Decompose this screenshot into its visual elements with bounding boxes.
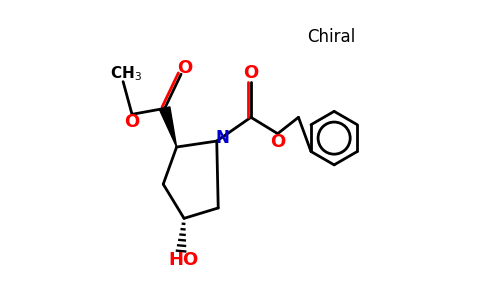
- Text: Chiral: Chiral: [307, 28, 355, 46]
- Polygon shape: [160, 107, 177, 147]
- Text: HO: HO: [168, 251, 198, 269]
- Text: O: O: [177, 59, 192, 77]
- Text: O: O: [124, 113, 140, 131]
- Text: O: O: [243, 64, 258, 82]
- Text: CH$_3$: CH$_3$: [110, 64, 142, 83]
- Text: O: O: [270, 133, 285, 151]
- Text: N: N: [215, 129, 229, 147]
